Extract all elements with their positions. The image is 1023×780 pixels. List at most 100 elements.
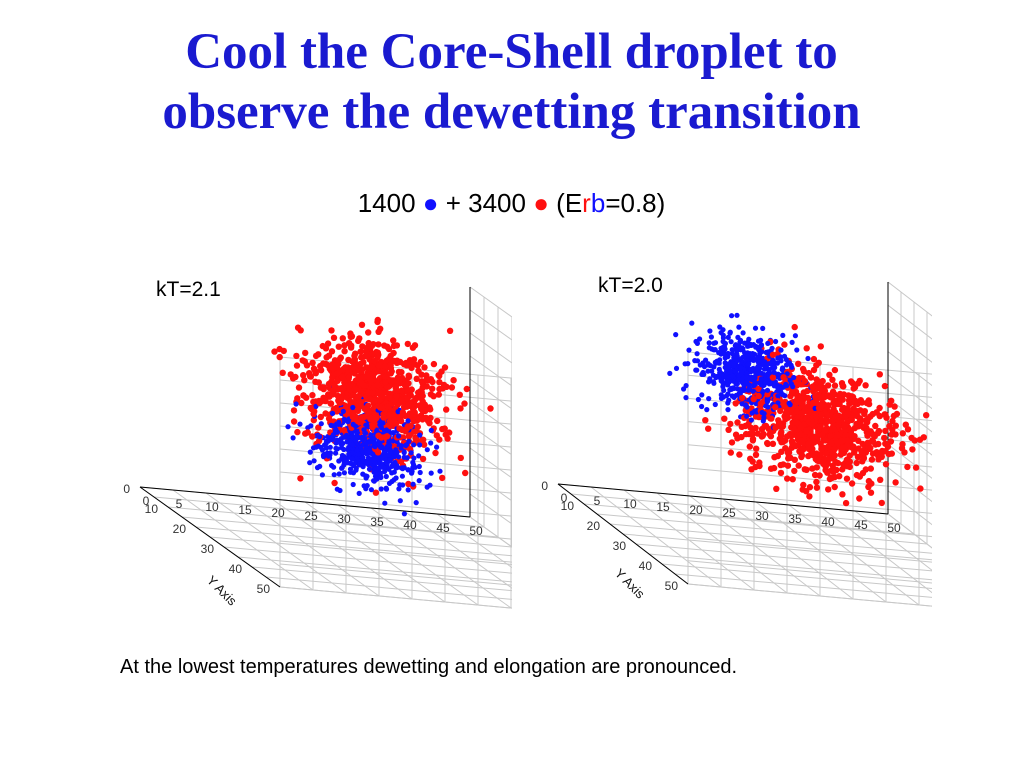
blue-particle: [694, 367, 700, 373]
blue-particle: [417, 432, 423, 438]
blue-particle: [788, 362, 794, 368]
blue-particle: [753, 371, 759, 377]
red-particle: [375, 328, 382, 335]
red-particle: [338, 373, 346, 381]
red-particle: [405, 480, 412, 488]
wall-grid-line: [887, 281, 932, 317]
x-tick-label: 30: [337, 512, 351, 526]
red-particle: [461, 400, 468, 407]
red-particle: [812, 393, 819, 400]
blue-particle: [336, 419, 342, 425]
blue-particle: [730, 373, 736, 379]
blue-particle: [399, 473, 405, 479]
floor-grid-line: [788, 504, 920, 606]
red-particle: [795, 360, 802, 367]
red-particle: [749, 437, 757, 444]
blue-particle: [381, 449, 387, 456]
blue-particle: [763, 349, 769, 355]
x-tick-label: 30: [755, 509, 769, 523]
red-particle: [872, 422, 879, 430]
red-particle: [810, 355, 818, 363]
blue-particle: [361, 427, 367, 433]
red-particle: [811, 471, 819, 479]
blue-particle: [686, 347, 692, 353]
blue-particle: [695, 396, 701, 403]
red-particle: [357, 379, 364, 386]
blue-particle: [725, 391, 731, 397]
red-particle: [375, 432, 382, 439]
red-particle: [846, 463, 853, 471]
red-particle: [415, 367, 422, 375]
blue-particle: [749, 410, 755, 416]
blue-particle: [673, 332, 679, 338]
red-particle: [816, 383, 824, 391]
red-particle: [374, 449, 382, 456]
red-particle: [813, 478, 820, 486]
blue-particle: [349, 456, 355, 462]
y-tick-label: 30: [201, 542, 215, 556]
scatter-plot-kt-2-0: 0510152025303540455001020304050010203040…: [512, 232, 932, 612]
blue-particle: [734, 312, 740, 318]
y-tick-label: 10: [561, 499, 575, 513]
red-particle: [867, 489, 875, 496]
blue-particle: [725, 382, 731, 388]
red-particle: [742, 422, 749, 430]
red-particle: [293, 362, 301, 369]
blue-particle: [710, 379, 717, 385]
red-particle: [335, 397, 342, 404]
blue-particle: [384, 443, 391, 449]
red-particle: [791, 323, 798, 331]
red-particle: [804, 394, 812, 402]
red-particle: [811, 439, 818, 446]
x-tick-label: 20: [689, 503, 703, 517]
red-particle: [372, 414, 379, 421]
tick-labels: 0510152025303540455001020304050010203040…: [541, 479, 901, 593]
blue-particle: [416, 478, 422, 484]
red-particle: [302, 349, 309, 357]
red-particle: [881, 382, 889, 390]
red-particle: [327, 400, 334, 407]
blue-particle: [386, 466, 392, 472]
red-particle: [800, 446, 807, 453]
blue-particle: [746, 382, 752, 388]
red-particle: [859, 440, 866, 448]
wall-grid-line: [887, 444, 932, 479]
red-particle: [809, 399, 817, 407]
blue-particle: [706, 396, 712, 402]
red-particle: [861, 422, 869, 430]
blue-particle: [377, 470, 383, 476]
red-particle: [818, 445, 825, 453]
blue-particle: [357, 461, 363, 467]
y-tick-label: 40: [639, 559, 653, 573]
red-particle: [725, 426, 732, 433]
red-particle: [790, 441, 797, 449]
blue-particle: [706, 340, 712, 346]
red-particle: [864, 431, 871, 438]
blue-particle: [319, 447, 325, 453]
blue-particle: [775, 400, 781, 406]
red-particle: [852, 397, 859, 404]
red-particle: [306, 370, 313, 377]
red-particle: [403, 362, 410, 369]
blue-particle: [297, 421, 303, 427]
wall-grid-line: [469, 401, 512, 433]
red-particle: [443, 406, 450, 413]
red-particle: [853, 459, 860, 467]
blue-particle: [719, 371, 725, 377]
blue-particle: [355, 451, 361, 457]
red-particle: [413, 375, 420, 382]
blue-particle: [427, 482, 433, 488]
red-particle: [777, 461, 784, 469]
blue-particle: [707, 363, 714, 369]
blue-particle: [290, 435, 296, 441]
blue-particle: [434, 444, 440, 450]
blue-particle: [755, 354, 761, 361]
red-particle: [318, 397, 326, 405]
blue-particle: [411, 455, 417, 461]
red-particle: [887, 438, 895, 445]
blue-particle: [328, 422, 334, 428]
blue-particle: [319, 472, 325, 478]
blue-particle: [758, 376, 764, 382]
red-particle: [295, 384, 303, 391]
blue-particle: [437, 468, 443, 474]
